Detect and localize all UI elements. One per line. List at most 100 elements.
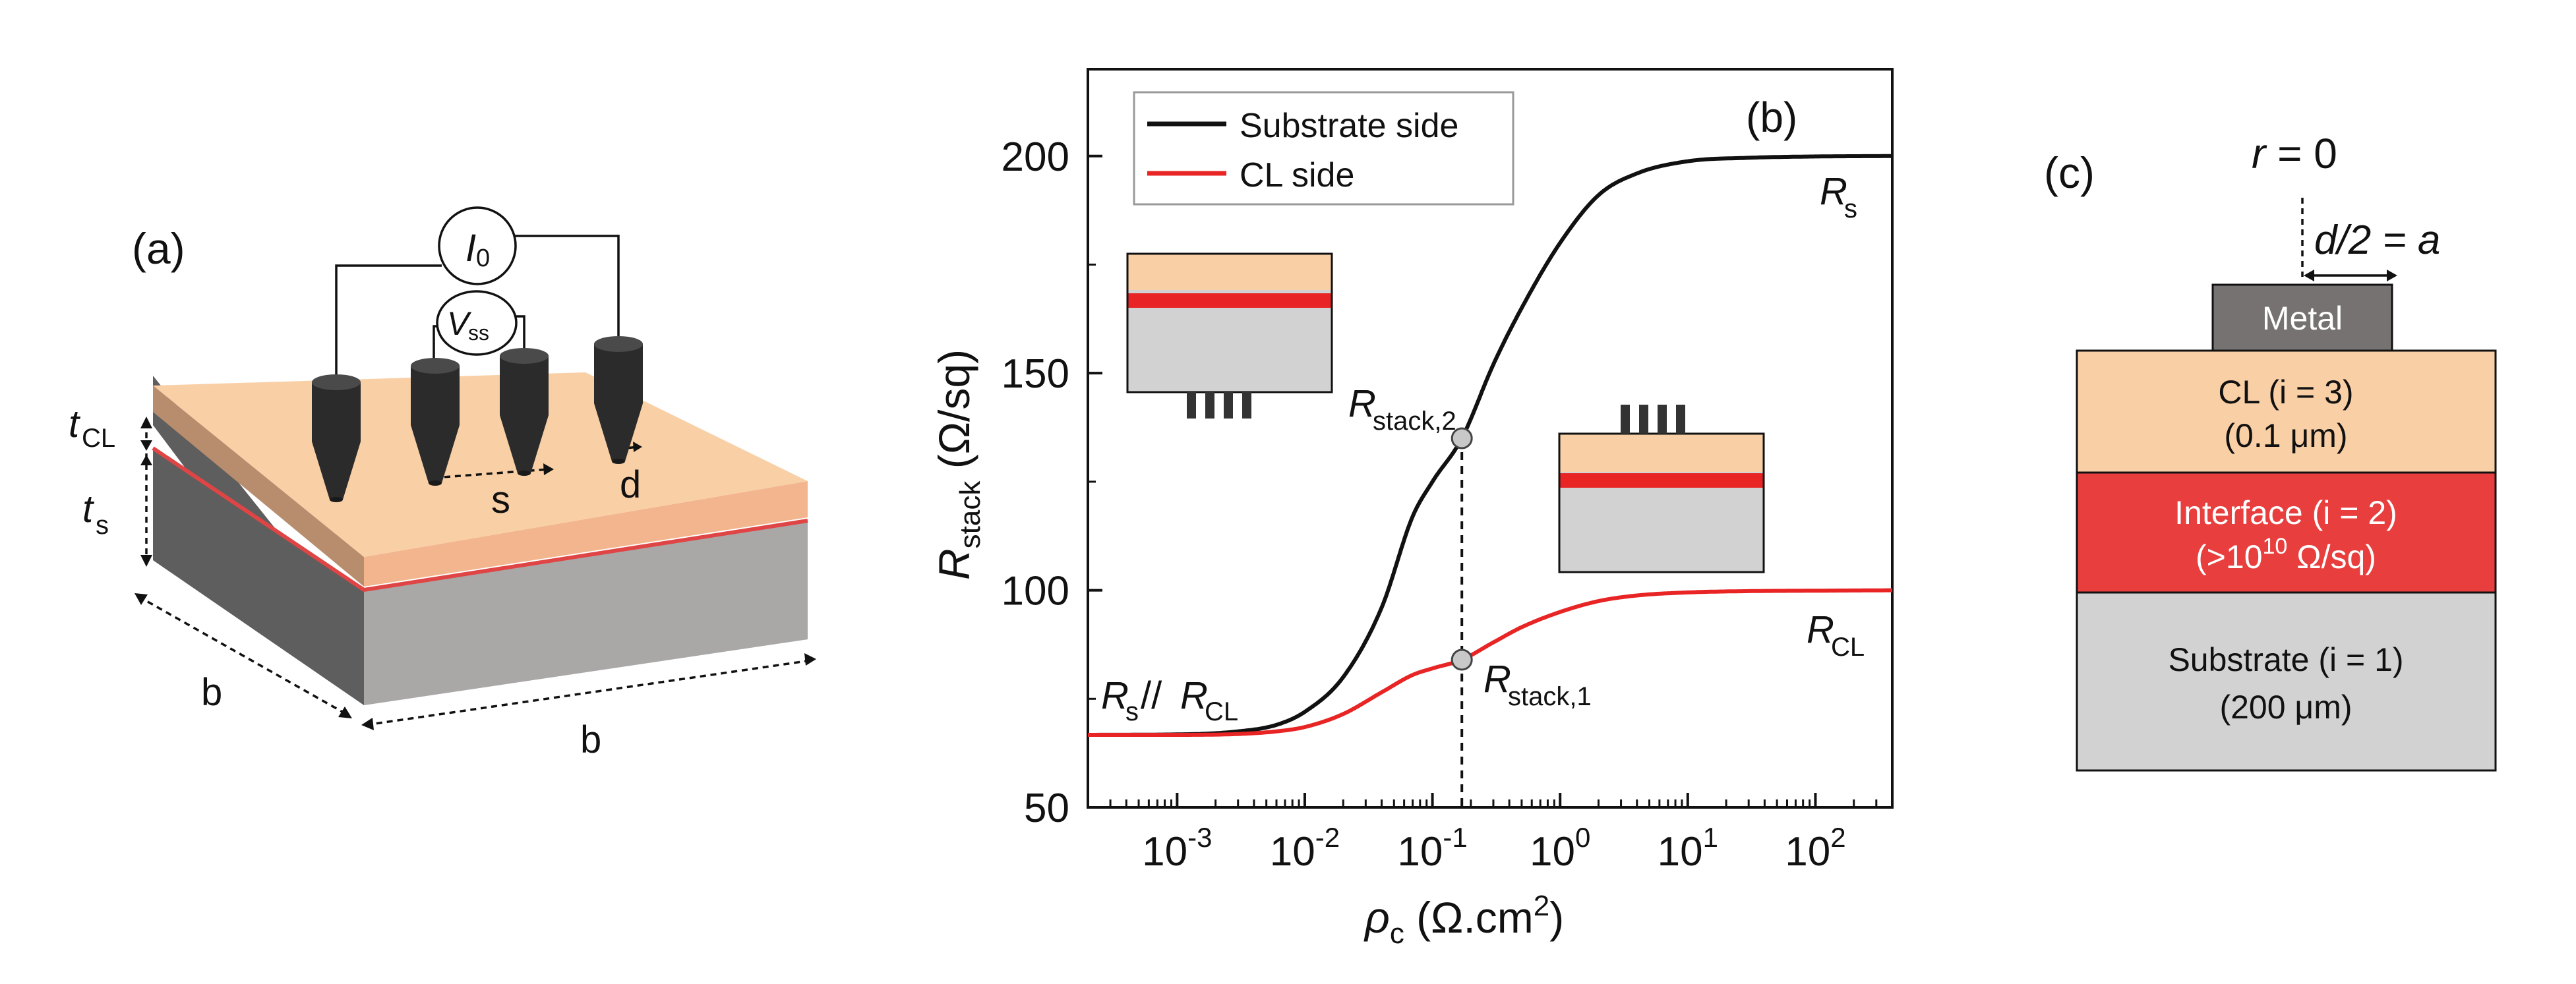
metal-contact — [2211, 283, 2393, 352]
xlabel-symbol: ρ — [1363, 893, 1390, 942]
y-tick-label: 50 — [1024, 786, 1069, 831]
inset2-interface-layer — [1559, 473, 1764, 488]
stack2-symbol: R — [1348, 382, 1376, 425]
parallel-b-sub: CL — [1205, 697, 1238, 726]
layer-substrate-line2: (200 μm) — [2219, 689, 2352, 726]
inset-cl-layer — [1127, 254, 1332, 290]
current-source-symbol: I — [465, 227, 476, 270]
legend-label-cl: CL side — [1240, 156, 1354, 194]
rcl-symbol: R — [1807, 608, 1834, 651]
probe-4 — [594, 336, 643, 464]
layer-cl-line1: CL (i = 3) — [2218, 374, 2353, 411]
b-right-arrow — [365, 659, 812, 726]
layer-cl — [2076, 349, 2497, 474]
rcl-sub: CL — [1831, 633, 1865, 662]
probes — [312, 336, 643, 502]
width-label-right: b — [580, 718, 601, 761]
stack1-sub: stack,1 — [1508, 682, 1592, 711]
x-tick-label: 10-2 — [1270, 822, 1340, 875]
legend-label-substrate: Substrate side — [1240, 107, 1458, 145]
layer-interface-line2-post: Ω/sq) — [2287, 538, 2376, 575]
inset-probes-top — [1621, 405, 1685, 434]
xlabel-end: ) — [1549, 893, 1564, 942]
t-s-sub: s — [96, 511, 109, 540]
layer-interface-line1: Interface (i = 2) — [2174, 494, 2397, 531]
r-label-symbol: r — [2252, 130, 2267, 177]
ylabel-sub: stack — [954, 480, 986, 549]
inset-cl-side — [1558, 405, 1765, 573]
diameter-label: d — [620, 463, 641, 506]
xlabel-rest: (Ω.cm — [1404, 893, 1534, 942]
current-source-circle — [438, 206, 517, 285]
wiring — [335, 235, 620, 381]
panel-a: (a) — [69, 206, 816, 761]
substrate-front — [364, 521, 808, 705]
metal-label: Metal — [2262, 300, 2343, 337]
panel-c: (c) r = 0 d/2 = a Metal CL (i = 3) (0.1 … — [2044, 130, 2497, 772]
parallel-a-sub: s — [1125, 697, 1139, 726]
legend: Substrate side CL side — [1133, 91, 1514, 206]
t-cl-sub: CL — [82, 424, 115, 453]
ylabel-rest: (Ω/sq) — [930, 349, 978, 481]
voltmeter-sub: ss — [468, 321, 489, 345]
r-label: r = 0 — [2252, 130, 2337, 177]
spacing-label: s — [491, 478, 510, 521]
probe-2 — [411, 358, 460, 486]
marker-point-2 — [1451, 649, 1473, 671]
probe-1 — [312, 374, 361, 502]
layer-interface — [2076, 471, 2497, 594]
layer-interface-line2: (>1010 Ω/sq) — [2196, 534, 2376, 575]
substrate-side — [153, 448, 364, 705]
b-left-arrow — [138, 595, 349, 716]
cl-layer-side — [153, 386, 364, 587]
t-s-symbol: t — [82, 488, 95, 531]
rs-symbol: R — [1820, 170, 1847, 213]
layer-interface-line2-pre: (>10 — [2196, 538, 2262, 575]
layer-substrate — [2076, 591, 2497, 772]
layer-substrate-line1: Substrate (i = 1) — [2168, 641, 2403, 678]
axis-ticks — [1088, 154, 1878, 809]
x-tick-label: 10-3 — [1142, 822, 1212, 875]
xlabel-sub: c — [1390, 917, 1404, 950]
x-tick-label: 101 — [1658, 822, 1718, 875]
series-line-substrate-side — [1088, 154, 1892, 737]
inset2-cl-layer — [1559, 434, 1764, 472]
y-axis-title: Rstack (Ω/sq) — [930, 349, 986, 580]
layer-cl-line2: (0.1 μm) — [2224, 417, 2347, 454]
stack1-symbol: R — [1483, 658, 1511, 701]
rs-sub: s — [1844, 194, 1857, 223]
probe-3 — [500, 348, 549, 476]
panel-c-label: (c) — [2044, 148, 2095, 197]
data-markers — [1451, 427, 1473, 671]
y-tick-label: 200 — [1002, 134, 1069, 180]
r-label-rest: = 0 — [2265, 130, 2337, 177]
xlabel-sup: 2 — [1534, 890, 1549, 922]
wire-right-inner — [516, 315, 525, 356]
parallel-a: R — [1101, 674, 1129, 717]
inset-interface-layer — [1127, 293, 1332, 308]
y-tick-labels: 50 100 150 200 — [1002, 134, 1069, 831]
voltmeter-circle — [436, 290, 518, 356]
parallel-mid: // — [1141, 674, 1162, 717]
a-label: d/2 = a — [2314, 217, 2440, 263]
layer-interface-line2-sup: 10 — [2263, 534, 2288, 559]
x-tick-label: 100 — [1530, 822, 1590, 875]
y-tick-label: 100 — [1002, 569, 1069, 614]
x-axis-title: ρc (Ω.cm2) — [1363, 890, 1564, 950]
x-tick-label: 102 — [1785, 822, 1845, 875]
wire-right-outer — [513, 235, 620, 345]
plot-frame — [1087, 68, 1894, 809]
wire-left-outer — [335, 264, 442, 381]
ylabel-symbol: R — [930, 548, 978, 580]
current-source-sub: 0 — [476, 245, 490, 272]
inset-substrate-side — [1126, 252, 1333, 419]
voltmeter-symbol: V — [447, 305, 472, 342]
panel-b-label: (b) — [1746, 94, 1797, 141]
stack2-sub: stack,2 — [1373, 407, 1456, 436]
inset-probes-bottom — [1187, 392, 1251, 419]
interface-line — [152, 446, 808, 593]
x-tick-label: 10-1 — [1397, 822, 1467, 875]
legend-box — [1133, 91, 1514, 206]
x-tick-labels: 10-3 10-2 10-1 100 101 102 — [1142, 822, 1845, 875]
